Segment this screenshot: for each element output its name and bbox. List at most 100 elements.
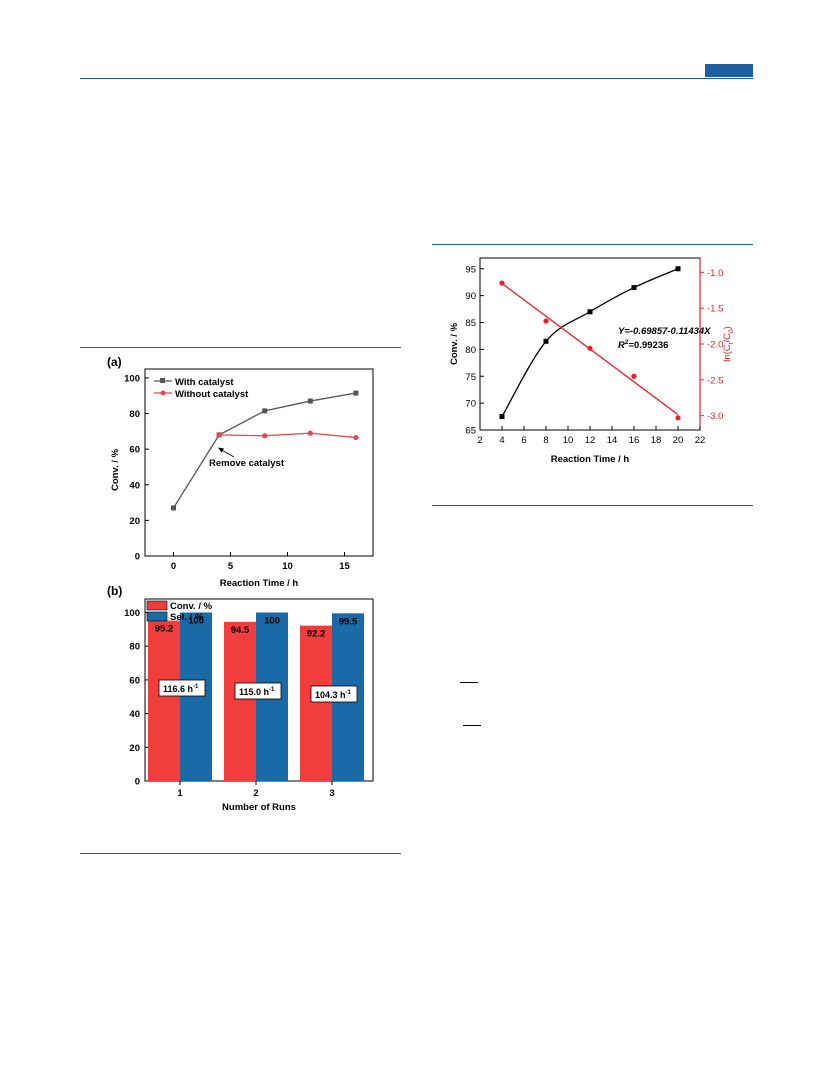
- y-tick-label: 80: [129, 642, 140, 653]
- x-tick-label: 1: [177, 788, 183, 799]
- x-tick-label: 14: [607, 435, 618, 446]
- equation-fraction-bar: [463, 725, 481, 726]
- y-tick-label: 20: [129, 516, 140, 527]
- x-tick-label: 12: [585, 435, 596, 446]
- bar-value-label: 100: [188, 615, 204, 626]
- data-point: [587, 345, 593, 351]
- data-point: [262, 408, 268, 414]
- series-line-1: [219, 432, 356, 439]
- x-tick-label: 3: [329, 788, 334, 799]
- data-point: [307, 430, 313, 436]
- legend: Conv. / % Sel. / %: [146, 600, 213, 623]
- y-tick-label-right: -2.0: [707, 340, 723, 351]
- y-axis-title: Conv. / %: [110, 448, 121, 491]
- x-tick-label: 2: [253, 788, 258, 799]
- x-tick-label: 0: [171, 561, 176, 572]
- data-point: [353, 390, 359, 396]
- chart-b: (b) 0 20 40 60 80 100 95.2 100 1 94.5 100 2 92.2 99.…: [107, 584, 374, 813]
- data-point: [499, 280, 505, 286]
- y-tick-label-right: -3.0: [707, 411, 723, 422]
- rate-label: 115.0 h-1: [239, 687, 275, 697]
- chart-kinetics: 65 70 75 80 85 90 95 -1.0 -1.5 -2.0 -2.5 -3.0 2 4 6 8…: [449, 257, 735, 465]
- data-point: [543, 338, 549, 344]
- data-point: [631, 373, 637, 379]
- rate-label-box: 115.0 h-1: [234, 682, 282, 700]
- bar: [300, 625, 332, 781]
- y-tick-label-right: -1.5: [707, 304, 723, 315]
- figure-rule-left-bottom: [80, 853, 401, 854]
- x-tick-label: 18: [651, 435, 662, 446]
- bar: [180, 612, 212, 781]
- legend-label-without-catalyst: Without catalyst: [175, 389, 249, 400]
- bar-value-label: 100: [264, 615, 280, 626]
- data-point: [631, 285, 637, 291]
- bar: [224, 621, 256, 781]
- y-tick-label: 60: [129, 675, 140, 686]
- y-tick-label: 80: [465, 345, 476, 356]
- x-tick-label: 15: [339, 561, 350, 572]
- data-point: [675, 266, 681, 272]
- data-point: [675, 415, 681, 421]
- rate-label: 104.3 h-1: [315, 690, 352, 700]
- chart-a: (a) 0 20 40 60 80 100 0 5 10 15 With catalyst Wi…: [107, 355, 374, 589]
- x-tick-label: 10: [563, 435, 574, 446]
- legend: With catalyst Without catalyst: [154, 377, 249, 400]
- x-tick-label: 20: [673, 435, 684, 446]
- annotation-text: Remove catalyst: [209, 458, 285, 469]
- y-tick-label: 90: [465, 291, 476, 302]
- x-tick-label: 22: [695, 435, 706, 446]
- x-tick-label: 8: [543, 435, 548, 446]
- legend-label-conv: Conv. / %: [170, 601, 213, 612]
- bar-value-label: 99.5: [339, 616, 358, 627]
- y-tick-label: 75: [465, 372, 476, 383]
- x-axis-title: Reaction Time / h: [220, 578, 299, 589]
- y-tick-label: 85: [465, 318, 476, 329]
- x-tick-label: 16: [629, 435, 640, 446]
- y-tick-label: 20: [129, 743, 140, 754]
- header-rule: [80, 78, 753, 79]
- header-badge: [705, 64, 753, 77]
- y-tick-label-right: -1.0: [707, 268, 723, 279]
- x-tick-label: 2: [477, 435, 482, 446]
- y-tick-label: 40: [129, 480, 140, 491]
- figure-rule-right-bottom: [432, 505, 753, 506]
- x-axis-title: Reaction Time / h: [551, 454, 630, 465]
- equation-fraction-bar: [460, 682, 478, 683]
- y-tick-label: 100: [124, 373, 140, 384]
- x-tick-label: 10: [282, 561, 293, 572]
- y-tick-label: 70: [465, 399, 476, 410]
- y-tick-label: 40: [129, 709, 140, 720]
- x-tick-label: 6: [521, 435, 526, 446]
- y-axis-title-right: ln(Ct/C0): [722, 326, 735, 362]
- y-tick-label: 65: [465, 426, 476, 437]
- fit-equation: Y=-0.69857-0.11434X: [618, 326, 711, 337]
- x-axis-title: Number of Runs: [222, 802, 296, 813]
- data-point: [307, 398, 313, 404]
- panel-label-a: (a): [107, 355, 122, 369]
- x-tick-label: 5: [228, 561, 234, 572]
- y-tick-label: 100: [124, 608, 140, 619]
- bar-value-label: 92.2: [307, 629, 326, 640]
- rate-label-box: 104.3 h-1: [310, 685, 358, 703]
- data-point: [587, 309, 593, 315]
- data-point: [262, 433, 268, 439]
- data-point: [353, 434, 359, 441]
- y-tick-label: 0: [135, 777, 140, 788]
- rate-label-box: 116.6 h-1: [158, 679, 206, 697]
- y-tick-label: 80: [129, 409, 140, 420]
- y-tick-label: 0: [135, 552, 140, 563]
- bar-value-label: 95.2: [155, 624, 174, 635]
- rate-label: 116.6 h-1: [163, 684, 199, 694]
- y-tick-label-right: -2.5: [707, 375, 723, 386]
- y-axis-title-left: Conv. / %: [449, 322, 460, 365]
- x-tick-label: 4: [499, 435, 504, 446]
- annotation-remove-catalyst: Remove catalyst: [209, 447, 285, 469]
- panel-label-b: (b): [107, 584, 122, 598]
- bar: [148, 620, 180, 781]
- data-point: [216, 432, 222, 438]
- plot-frame: [144, 368, 374, 557]
- figure-rule-left-top: [80, 347, 401, 348]
- legend-label-with-catalyst: With catalyst: [175, 377, 234, 388]
- figure-rule-right-top: [432, 244, 753, 245]
- y-tick-label: 95: [465, 264, 476, 275]
